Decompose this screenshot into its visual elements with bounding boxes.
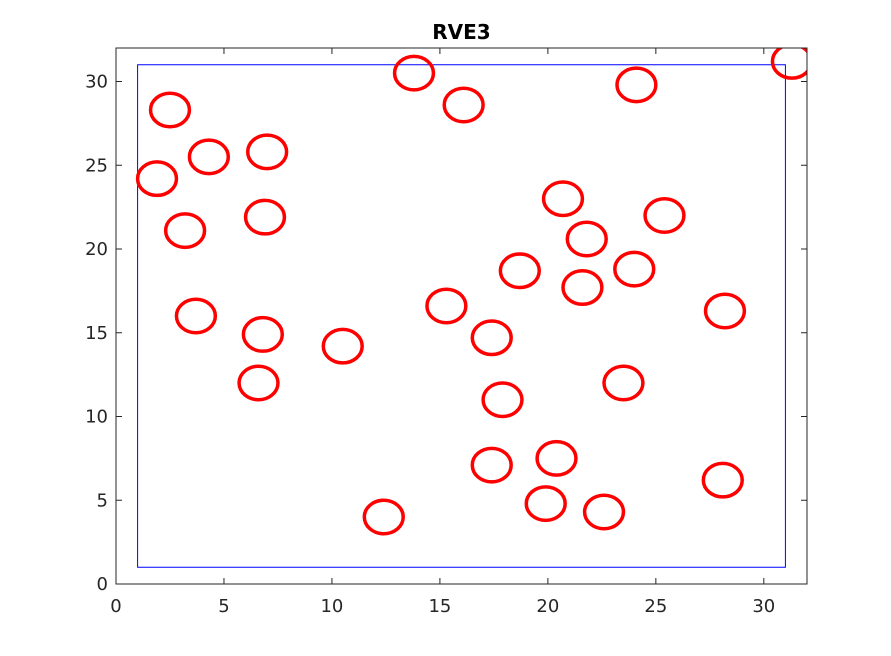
y-tick-label: 15 <box>85 323 108 344</box>
chart-title: RVE3 <box>432 20 490 44</box>
inclusion-9 <box>541 180 585 218</box>
x-tick-label: 25 <box>644 596 667 617</box>
y-tick-label: 30 <box>85 72 108 93</box>
inclusion-23 <box>237 364 280 402</box>
inclusion-29 <box>524 485 567 523</box>
inclusion-1 <box>770 48 807 80</box>
plot-area: 0 5 10 15 20 25 30 0 5 10 15 20 25 30 <box>85 47 808 617</box>
x-tick-label: 0 <box>110 596 121 617</box>
x-tick-label: 20 <box>536 596 559 617</box>
y-tick-label: 20 <box>85 239 108 260</box>
inclusion-3 <box>392 54 436 92</box>
x-tick-label: 15 <box>428 596 451 617</box>
inclusion-28 <box>701 461 744 499</box>
inclusion-8 <box>135 160 179 198</box>
inclusion-4 <box>442 86 485 124</box>
inclusion-21 <box>470 319 513 357</box>
rve-boundary <box>137 64 786 568</box>
x-tick-label: 10 <box>320 596 343 617</box>
inclusion-17 <box>703 292 747 330</box>
inclusion-18 <box>174 297 218 335</box>
inclusion-20 <box>241 315 285 353</box>
y-tick-label: 25 <box>85 155 108 176</box>
inclusion-10 <box>643 197 686 234</box>
inclusion-27 <box>470 446 513 484</box>
inclusion-2 <box>148 91 192 129</box>
inclusion-25 <box>481 381 524 419</box>
y-tick-label: 5 <box>97 490 108 511</box>
inclusion-16 <box>561 269 604 307</box>
inclusion-7 <box>187 138 231 176</box>
inclusion-15 <box>498 252 541 290</box>
inclusion-6 <box>245 133 289 171</box>
y-tick-label: 10 <box>85 407 108 428</box>
inclusion-22 <box>321 327 364 365</box>
x-tick-label: 30 <box>752 596 775 617</box>
inclusion-11 <box>243 198 287 236</box>
axes-content <box>135 48 807 568</box>
inclusion-19 <box>425 287 468 325</box>
inclusion-24 <box>602 364 645 402</box>
inclusion-13 <box>565 220 608 258</box>
inclusion-30 <box>582 493 626 531</box>
inclusion-14 <box>613 250 656 288</box>
inclusion-12 <box>163 212 207 250</box>
inclusion-5 <box>615 66 658 104</box>
inclusion-26 <box>535 439 578 477</box>
y-tick-label: 0 <box>97 574 108 595</box>
axes-frame <box>115 47 808 585</box>
inclusion-31 <box>362 498 405 536</box>
x-tick-label: 5 <box>218 596 229 617</box>
